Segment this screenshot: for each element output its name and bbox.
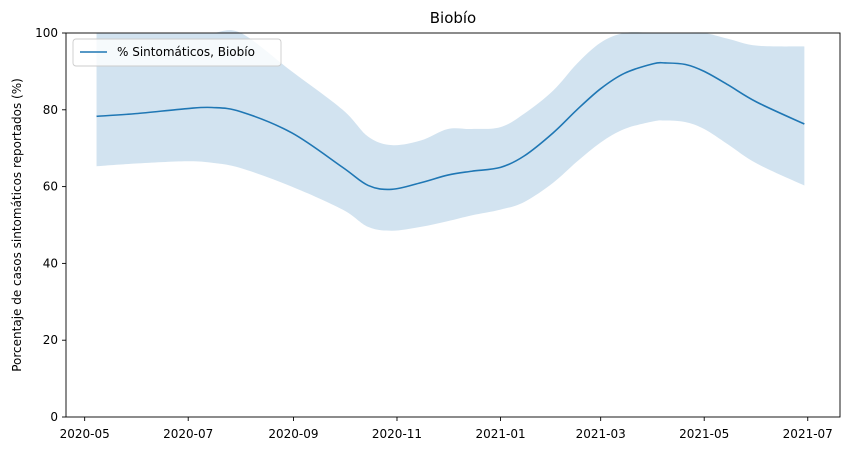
y-tick-label: 20: [43, 333, 58, 347]
x-tick-label: 2021-01: [475, 427, 525, 441]
y-tick-label: 0: [50, 410, 58, 424]
x-axis: 2020-05 2020-07 2020-09 2020-11 2021-01 2021-…: [60, 417, 833, 441]
y-axis: 0 20 40 60 80 100: [35, 26, 66, 424]
y-axis-label: Porcentaje de casos sintomáticos reporta…: [10, 78, 24, 372]
x-tick-label: 2021-05: [679, 427, 729, 441]
x-tick-label: 2021-07: [783, 427, 833, 441]
x-tick-label: 2021-03: [576, 427, 626, 441]
y-tick-label: 80: [43, 103, 58, 117]
chart-title: Biobío: [430, 9, 477, 27]
x-tick-label: 2020-07: [163, 427, 213, 441]
x-tick-label: 2020-11: [372, 427, 422, 441]
y-tick-label: 60: [43, 180, 58, 194]
plot-area: [96, 30, 805, 231]
plot-frame: [65, 32, 841, 418]
legend-box: [72, 38, 282, 67]
x-tick-label: 2020-05: [60, 427, 110, 441]
series-line: [96, 61, 805, 191]
x-tick-label: 2020-09: [268, 427, 318, 441]
y-tick-label: 40: [43, 256, 58, 270]
legend-label: % Sintomáticos, Biobío: [117, 45, 255, 59]
legend: % Sintomáticos, Biobío: [72, 38, 282, 67]
y-tick-label: 100: [35, 26, 58, 40]
confidence-band: [96, 30, 805, 231]
